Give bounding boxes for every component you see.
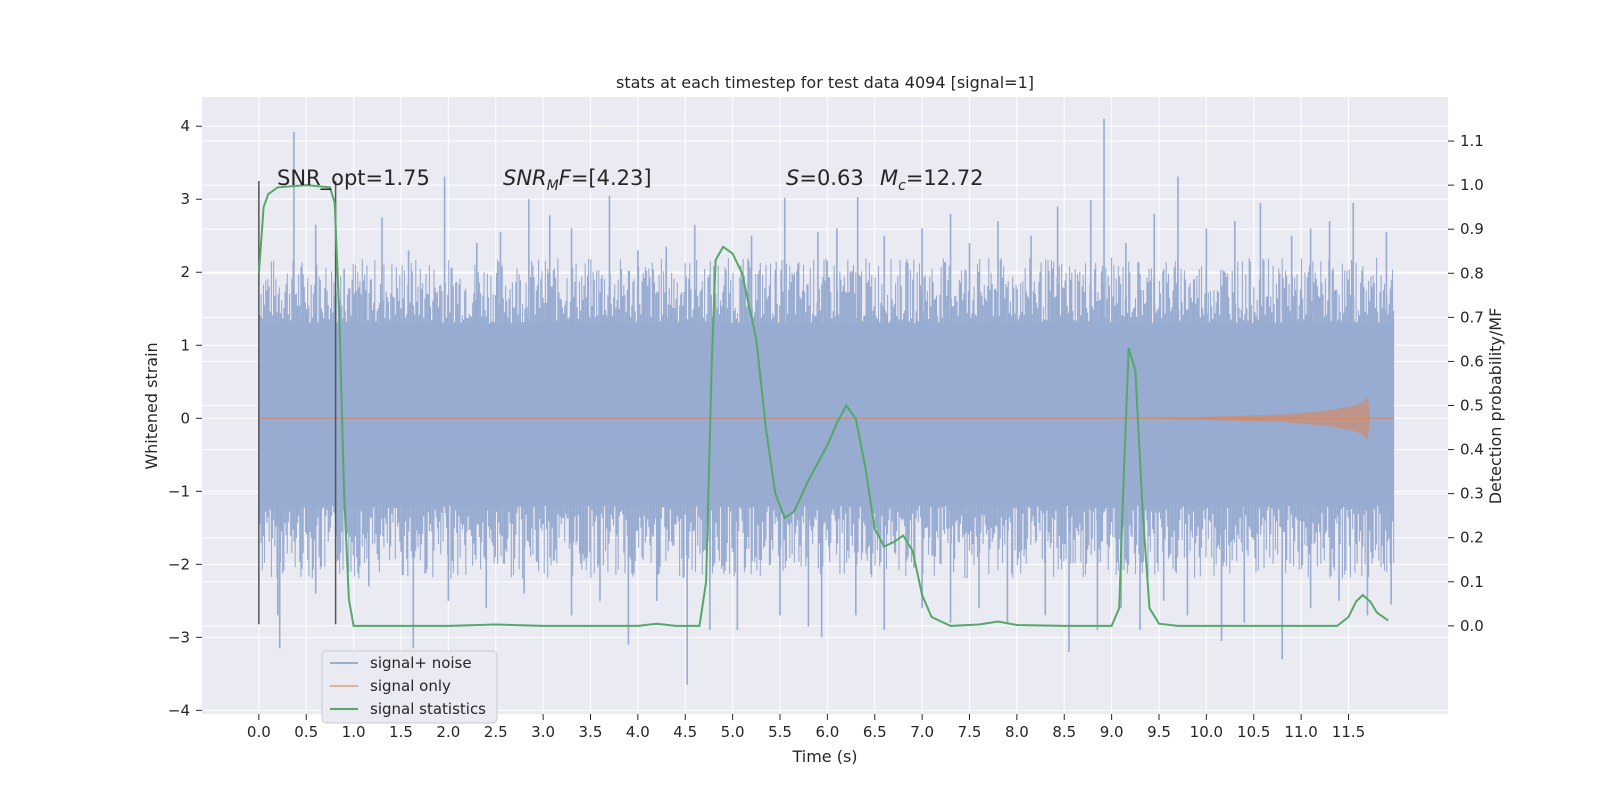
annotation-mc-symbol: M [880,166,898,190]
chart-title: stats at each timestep for test data 409… [616,73,1034,92]
x-tick-label: 11.0 [1284,723,1317,741]
x-tick-label: 5.5 [768,723,792,741]
series-signal-only [258,396,1394,441]
x-tick-label: 11.5 [1332,723,1365,741]
x-tick-label: 9.0 [1100,723,1124,741]
y-tick-label: 1 [180,336,190,354]
y-right-tick-label: 0.3 [1460,485,1484,503]
x-tick-label: 8.5 [1052,723,1076,741]
x-tick-label: 10.0 [1190,723,1223,741]
y-right-tick-label: 1.0 [1460,176,1484,194]
y-tick-label: −2 [168,555,190,573]
y-right-tick-label: 0.8 [1460,264,1484,282]
x-tick-label: 0.0 [247,723,271,741]
y-right-tick-label: 0.5 [1460,397,1484,415]
y-axis-right-ticks: 0.0 0.1 0.2 0.3 0.4 0.5 0.6 0.7 0.8 0.9 1.0 1.1 [1448,132,1484,635]
x-axis-label: Time (s) [791,747,857,766]
annotation-snr-mf-subscript: M [547,178,559,194]
y-right-tick-label: 0.7 [1460,308,1484,326]
annotation-snr-mf-f: F [559,166,572,190]
annotation-s-symbol: S [786,166,799,190]
y-right-tick-label: 0.6 [1460,352,1484,370]
y-right-tick-label: 0.4 [1460,441,1484,459]
x-tick-label: 1.0 [342,723,366,741]
annotation-snr-mf: SNRMF=[4.23] [503,166,652,194]
y-right-tick-label: 0.2 [1460,529,1484,547]
x-tick-label: 6.0 [815,723,839,741]
legend-box [321,650,498,724]
y-tick-label: −1 [168,482,190,500]
y-axis-right-label: Detection probability/MF [1486,308,1505,505]
y-right-tick-label: 0.1 [1460,573,1484,591]
x-tick-label: 8.0 [1005,723,1029,741]
x-tick-label: 2.0 [436,723,460,741]
y-right-tick-label: 0.0 [1460,617,1484,635]
y-axis-left-ticks: −4 −3 −2 −1 0 1 2 3 4 [168,117,202,719]
series-signal-plus-noise [258,118,1395,685]
annotation-s-value: =0.63 [799,166,863,190]
y-tick-label: 2 [180,263,190,281]
x-tick-label: 7.0 [910,723,934,741]
y-right-tick-label: 0.9 [1460,220,1484,238]
annotation-mc-value: =12.72 [906,166,984,190]
x-tick-label: 7.5 [958,723,982,741]
y-tick-label: −4 [168,701,190,719]
x-tick-label: 3.5 [579,723,603,741]
annotation-mc: Mc=12.72 [880,166,984,194]
x-tick-label: 6.5 [863,723,887,741]
y-axis-left-label: Whitened strain [142,342,161,469]
legend: signal+ noise signal only signal statist… [321,650,498,724]
signal-statistics-line [257,184,1389,627]
annotation-mc-subscript: c [898,178,906,194]
x-tick-label: 4.0 [626,723,650,741]
legend-label-signal-only: signal only [370,677,451,695]
legend-label-signal-plus-noise: signal+ noise [370,654,472,672]
x-tick-label: 4.5 [673,723,697,741]
x-tick-label: 1.5 [389,723,413,741]
y-tick-label: −3 [168,628,190,646]
annotation-snr-mf-symbol: SNR [503,166,547,190]
series-signal-statistics [257,184,1389,627]
y-tick-label: 0 [180,409,190,427]
y-tick-label: 3 [180,190,190,208]
x-tick-label: 0.5 [294,723,318,741]
y-right-tick-label: 1.1 [1460,132,1484,150]
vertical-markers [258,180,337,625]
annotation-snr-mf-value: =[4.23] [571,166,652,190]
x-tick-label: 2.5 [484,723,508,741]
annotation-s: S=0.63 [786,166,864,190]
y-tick-label: 4 [180,117,190,135]
x-axis-ticks: 0.0 0.5 1.0 1.5 2.0 2.5 3.0 3.5 4.0 4.5 5.0 5.5 6.0 6… [247,714,1365,741]
x-tick-label: 9.5 [1147,723,1171,741]
x-tick-label: 5.0 [721,723,745,741]
x-tick-label: 10.5 [1237,723,1270,741]
x-tick-label: 3.0 [531,723,555,741]
legend-label-signal-statistics: signal statistics [370,700,486,718]
annotation-snr-opt: SNR_opt=1.75 [277,166,430,191]
